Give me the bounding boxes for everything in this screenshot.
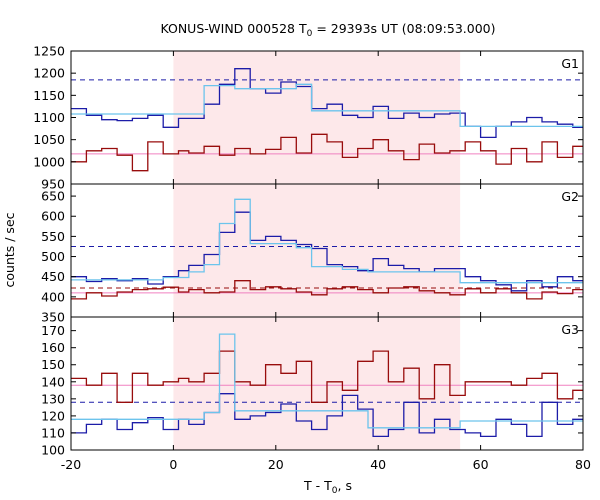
- y-tick-label: 1200: [33, 66, 65, 81]
- series-cyan-fit: [71, 198, 583, 284]
- highlight-interval: [173, 184, 461, 317]
- panel-label: G1: [561, 56, 579, 71]
- panel-g2: 350 400 450 500 550 600 650 G2: [41, 183, 584, 325]
- y-tick-label: 400: [41, 289, 65, 304]
- x-tick-label: 40: [370, 457, 386, 472]
- panels-group: 950100010501100115012001250G135040045050…: [33, 44, 591, 473]
- panel-g3: 100 110 120 130 140 150 160 170 G3: [41, 316, 584, 458]
- highlight-interval: [173, 51, 461, 184]
- y-tick-label: 550: [41, 229, 65, 244]
- y-tick-label: 600: [41, 209, 65, 224]
- panel-g1: 950 1000 1050 1100 1150 1200 1250 G1: [33, 44, 584, 192]
- chart-title: KONUS-WIND 000528 T0 = 29393s UT (08:09:…: [160, 21, 495, 39]
- y-tick-label: 1150: [33, 88, 65, 103]
- y-tick-label: 950: [41, 177, 65, 192]
- x-axis-label: T - T0, s: [303, 478, 352, 496]
- y-tick-label: 150: [41, 357, 65, 372]
- series-blue-histogram: [71, 211, 583, 292]
- y-tick-label: 1250: [33, 44, 65, 59]
- y-tick-label: 140: [41, 374, 65, 389]
- y-axis-label: counts / sec: [2, 212, 17, 287]
- panel-label: G3: [561, 322, 579, 337]
- x-tick-label: -20: [61, 457, 81, 472]
- x-tick-label: 60: [473, 457, 489, 472]
- series-red-histogram: [71, 280, 583, 300]
- x-tick-label: 20: [268, 457, 284, 472]
- y-tick-label: 500: [41, 249, 65, 264]
- series-red-histogram: [71, 133, 583, 172]
- y-tick-label: 1000: [33, 154, 65, 169]
- y-tick-label: 110: [41, 425, 65, 440]
- y-tick-label: 1100: [33, 110, 65, 125]
- x-tick-label: 80: [575, 457, 591, 472]
- y-tick-label: 100: [41, 443, 65, 458]
- panel-label: G2: [561, 189, 579, 204]
- y-tick-label: 1050: [33, 132, 65, 147]
- y-tick-label: 350: [41, 310, 65, 325]
- y-tick-label: 160: [41, 340, 65, 355]
- series-cyan-fit: [71, 333, 583, 429]
- series-red-histogram: [71, 350, 583, 403]
- y-tick-label: 170: [41, 323, 65, 338]
- y-tick-label: 120: [41, 408, 65, 423]
- x-tick-label: 0: [169, 457, 177, 472]
- y-tick-label: 650: [41, 189, 65, 204]
- y-tick-label: 130: [41, 391, 65, 406]
- panel-frame: [70, 316, 584, 451]
- series-cyan-fit: [71, 83, 583, 128]
- y-tick-label: 450: [41, 269, 65, 284]
